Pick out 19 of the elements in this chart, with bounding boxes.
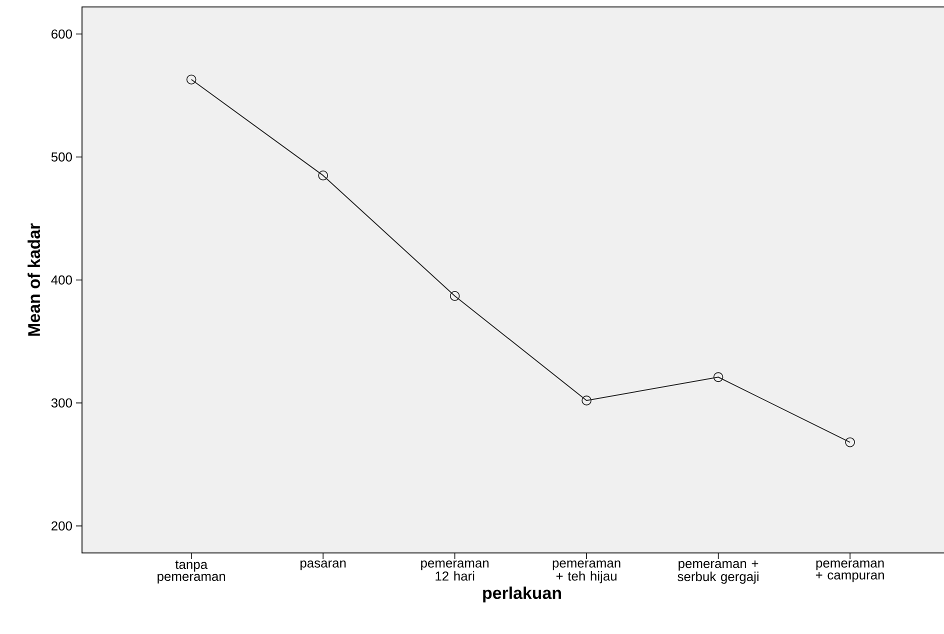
x-tick-label: pemeraman 12 hari [421, 560, 489, 581]
y-tick-label: 500 [51, 152, 72, 162]
point [713, 372, 724, 382]
y-tick-label: 200 [52, 521, 72, 531]
x-axis-title: perlakuan [483, 586, 561, 602]
x-tick-label: tanpa pemeraman [158, 560, 226, 584]
y-tick-label: 600 [52, 29, 72, 39]
x-tick-label: pasaran [300, 560, 346, 570]
x-tick-label: pemeraman + serbuk gergaji [678, 560, 758, 584]
y-tick-label: 400 [51, 275, 72, 285]
x-tick-label: pemeraman + campuran [816, 560, 884, 582]
point [186, 74, 196, 84]
y-axis-title: Mean of kadar [28, 223, 40, 336]
point [450, 291, 460, 301]
point [582, 396, 592, 406]
y-tick-label: 300 [51, 398, 72, 408]
x-tick-label: pemeraman + teh hijau [552, 560, 620, 584]
point [318, 170, 328, 180]
point [845, 437, 855, 448]
